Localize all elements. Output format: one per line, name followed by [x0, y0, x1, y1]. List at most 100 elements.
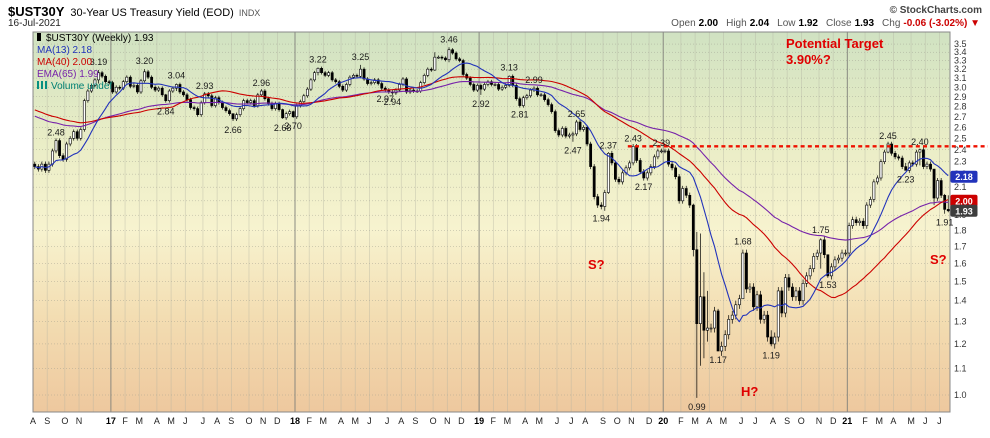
svg-text:2.23: 2.23 — [897, 174, 915, 184]
svg-text:1.53: 1.53 — [819, 280, 837, 290]
svg-text:3.19: 3.19 — [90, 57, 108, 67]
svg-text:M: M — [691, 416, 699, 426]
legend-volume-label: Volume undef — [51, 81, 113, 92]
badge-2.00 — [950, 194, 978, 207]
svg-text:D: D — [830, 416, 837, 426]
header: $UST30Y 30-Year US Treasury Yield (EOD) IN… — [8, 3, 260, 21]
price-labels-layer: 2.48 3.19 3.20 2.84 3.04 2.93 2.66 2.96 2.682.70… — [47, 34, 953, 412]
svg-text:A: A — [154, 416, 160, 426]
svg-text:A: A — [30, 416, 36, 426]
svg-text:J: J — [753, 416, 758, 426]
legend-main: $UST30Y (Weekly) 1.93 — [37, 33, 153, 45]
svg-text:2.70: 2.70 — [284, 121, 302, 131]
svg-text:2.5: 2.5 — [954, 133, 967, 143]
symbol: $UST30Y — [8, 4, 65, 19]
y-axis-labels: 3.53.43.33.23.13.02.92.82.72.62.5 2.4 2.3 2… — [954, 39, 967, 400]
svg-text:3.22: 3.22 — [309, 54, 327, 64]
svg-text:3.0: 3.0 — [954, 82, 967, 92]
chg-value: -0.06 (-3.02%) — [903, 18, 968, 29]
svg-text:2.1: 2.1 — [954, 182, 967, 192]
legend-volume: Volume undef — [37, 81, 153, 93]
svg-text:S: S — [600, 416, 606, 426]
svg-text:2.94: 2.94 — [384, 97, 402, 107]
svg-text:M: M — [907, 416, 915, 426]
annotation-target-line2: 3.90%? — [786, 52, 831, 67]
svg-text:D: D — [274, 416, 281, 426]
svg-text:3.04: 3.04 — [168, 71, 186, 81]
svg-text:3.3: 3.3 — [954, 56, 967, 66]
svg-text:J: J — [201, 416, 206, 426]
svg-text:1.17: 1.17 — [709, 355, 727, 365]
down-arrow-icon: ▼ — [970, 18, 980, 29]
svg-text:J: J — [923, 416, 928, 426]
svg-text:2.37: 2.37 — [600, 140, 618, 150]
legend-main-label: $UST30Y (Weekly) 1.93 — [46, 33, 154, 44]
high-label: High — [726, 18, 747, 29]
svg-text:J: J — [367, 416, 372, 426]
volume-bars-icon — [37, 81, 47, 89]
close-label: Close — [825, 18, 852, 29]
svg-text:3.1: 3.1 — [954, 73, 967, 83]
annotation-right-shoulder: S? — [930, 252, 947, 267]
svg-text:3.20: 3.20 — [136, 56, 154, 66]
svg-text:1.0: 1.0 — [954, 390, 967, 400]
axis-badges: 2.18 2.001.93 — [950, 170, 978, 217]
svg-text:M: M — [167, 416, 175, 426]
svg-text:M: M — [504, 416, 512, 426]
svg-text:2.97: 2.97 — [377, 94, 395, 104]
chart-title: 30-Year US Treasury Yield (EOD) — [70, 7, 234, 19]
svg-text:F: F — [678, 416, 684, 426]
svg-text:A: A — [706, 416, 712, 426]
ma40-line — [34, 76, 949, 299]
svg-text:1.68: 1.68 — [734, 237, 752, 247]
svg-text:A: A — [890, 416, 896, 426]
open-label: Open — [671, 18, 696, 29]
svg-text:A: A — [522, 416, 528, 426]
svg-text:2.99: 2.99 — [525, 75, 543, 85]
svg-text:J: J — [385, 416, 390, 426]
svg-text:2.6: 2.6 — [954, 122, 967, 132]
svg-text:D: D — [646, 416, 653, 426]
stockcharts-credit: © StockCharts.com — [889, 5, 982, 16]
svg-text:2.8: 2.8 — [954, 102, 967, 112]
svg-text:A: A — [214, 416, 220, 426]
badge-1.93 — [950, 204, 978, 217]
svg-text:2.7: 2.7 — [954, 112, 967, 122]
svg-text:M: M — [135, 416, 143, 426]
svg-text:2.39: 2.39 — [653, 138, 671, 148]
svg-text:A: A — [770, 416, 776, 426]
svg-text:2.48: 2.48 — [47, 128, 65, 138]
svg-text:0.99: 0.99 — [688, 402, 706, 412]
svg-text:N: N — [260, 416, 267, 426]
svg-text:F: F — [122, 416, 128, 426]
x-axis-labels: A S O N 17 F M A M J J A S O N D 18 F M A M J J A S O N D 19 F M A M J J A S… — [30, 416, 942, 426]
svg-text:J: J — [937, 416, 942, 426]
svg-text:2.40: 2.40 — [911, 137, 929, 147]
annotation-target-line1: Potential Target — [786, 36, 884, 51]
svg-text:N: N — [816, 416, 823, 426]
svg-text:1.2: 1.2 — [954, 339, 967, 349]
svg-text:1.19: 1.19 — [762, 350, 780, 360]
svg-text:M: M — [320, 416, 328, 426]
ohlc-quote-line: Open 2.00 High 2.04 Low 1.92 Close 1.93 Chg -0.06… — [671, 18, 980, 29]
svg-text:1.93: 1.93 — [955, 206, 973, 216]
svg-text:3.5: 3.5 — [954, 39, 967, 49]
svg-text:2.92: 2.92 — [472, 99, 490, 109]
svg-text:1.1: 1.1 — [954, 363, 967, 373]
svg-text:M: M — [720, 416, 728, 426]
svg-text:A: A — [398, 416, 404, 426]
svg-text:2.68: 2.68 — [274, 123, 292, 133]
exchange-label: INDX — [238, 8, 261, 18]
low-value: 1.92 — [798, 18, 818, 29]
svg-text:S: S — [44, 416, 50, 426]
annotation-head: H? — [741, 384, 759, 399]
svg-text:2.4: 2.4 — [954, 145, 967, 155]
svg-text:19: 19 — [474, 416, 484, 426]
open-value: 2.00 — [698, 18, 719, 29]
ema65-line — [34, 80, 949, 241]
svg-text:M: M — [351, 416, 359, 426]
svg-text:21: 21 — [842, 416, 852, 426]
svg-text:2.17: 2.17 — [635, 182, 653, 192]
svg-text:S: S — [412, 416, 418, 426]
